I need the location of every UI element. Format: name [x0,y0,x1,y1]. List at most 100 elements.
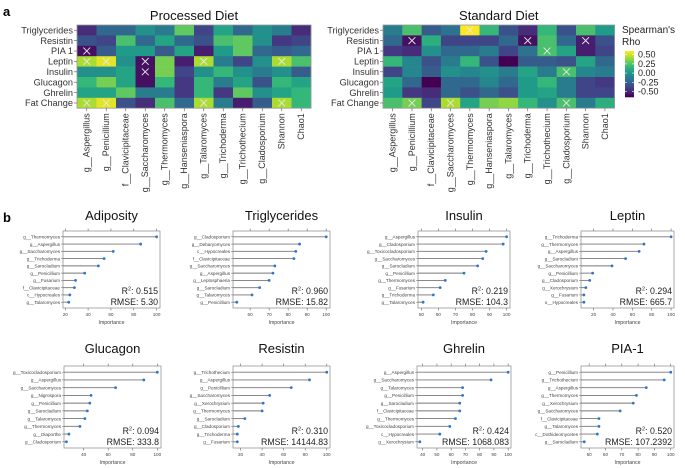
r-squared-value: : 0.294 [645,286,672,296]
heatmap-cell [421,25,442,36]
feature-label: c__Hypocreales [197,249,231,254]
x-axis-label: Importance [99,320,125,326]
r-squared-symbol: R [122,286,128,296]
heatmap-cell [421,87,442,99]
rmse-value: 5.30 [141,297,158,307]
colorbar-segment [625,67,634,69]
heatmap-cell [595,56,615,67]
heatmap-col-label: g__Trichoderma [523,113,533,178]
colorbar-segment [625,55,634,58]
r-squared-annotation: R2: 0.515 [122,286,158,296]
heatmap-cell [155,25,175,36]
heatmap-col-label: g__Trichoderma [218,113,228,178]
heatmap-cell [194,25,214,36]
colorbar-segment [625,77,634,79]
colorbar-segment [625,72,634,75]
feature-label: g__Trichoderma [27,256,61,261]
significance-mark [200,57,208,66]
heatmap-cell [556,35,577,47]
heatmap-cell [155,66,175,78]
colorbar-segment [625,56,634,59]
heatmap-cell [96,77,117,88]
heatmap-row-label: PIA 1 [357,46,379,56]
feature-label: g__Penicillium [548,370,578,375]
heatmap-col-label: g__Penicillium [101,113,111,171]
heatmap-cell [479,66,500,78]
heatmap-cell [116,77,136,88]
heatmap-cell [383,45,403,57]
heatmap-cell [440,35,461,47]
heatmap-cell [96,66,117,78]
heatmap-cell [155,97,175,109]
heatmap-cell [194,77,214,88]
feature-label: g__Sarocladium [545,256,578,261]
heatmap-cell [595,45,615,57]
importance-chart-triglycerides: Triglycerides 60 70 80 90 100 Importance g__Cla… [190,208,331,326]
heatmap-cell [135,77,156,88]
lollipop-point [271,271,275,275]
heatmap-cell [460,56,480,67]
lollipop-point [67,300,71,304]
heatmap-cell [402,45,422,57]
heatmap-cell [460,66,480,78]
x-tick-label: 40 [260,452,266,457]
heatmap-cell [479,35,500,47]
x-tick-label: 60 [630,312,636,317]
r-squared-symbol: R [636,286,642,296]
heatmap-cell [194,45,214,57]
heatmap-cell [421,35,442,47]
feature-label: f__Clavicipitaceae [193,256,231,261]
heatmap-cell [537,77,557,88]
feature-label: g__Fusarium [33,278,60,283]
heatmap-row-label: Ghrelin [43,88,73,98]
heatmap-cell [116,97,136,109]
lollipop-point [268,393,272,397]
feature-label: g__Saccharomyces [538,409,579,414]
feature-label: g__Saccharomyces [375,256,416,261]
lollipop-point [298,242,301,246]
heatmap-cell [155,56,175,67]
panel-label-b: b [3,210,11,225]
lollipop-point [111,249,115,253]
feature-label: g__Penicillium [200,385,230,390]
colorbar-segment [625,85,634,87]
r-squared-value: : 0.219 [481,286,508,296]
lollipop-point [584,286,588,290]
heatmap-cell [252,97,273,109]
heatmap-col-label: Shannon [581,113,591,149]
heatmap-cell [576,45,596,57]
feature-label: g__Talaromyces [28,416,62,421]
x-tick-label: 80 [477,452,483,457]
feature-label: g__Thermomyces [541,242,578,247]
feature-label: g__Xerochrysium [542,285,578,290]
feature-label: g__Talaromyces [27,300,61,305]
heatmap-cell [213,35,234,47]
rmse-label: RMSE: [261,437,291,447]
feature-label: g__Xerochrysium [378,440,414,445]
colorbar-segment [625,75,634,77]
lollipop-point [644,386,648,390]
heatmap-cell [479,25,500,36]
feature-label: g__Saccharomyces [374,378,415,383]
heatmap-cell [213,87,234,99]
feature-label: g__Thermomyces [541,393,578,398]
feature-label: g__Thermomyces [193,409,230,414]
colorbar-segment [625,51,634,53]
heatmap-cell [383,25,403,36]
feature-label: g__Toxicocladosporium [13,370,61,375]
heatmap-cell [291,77,312,88]
feature-label: g__Cladosporium [194,235,230,240]
heatmap-cell [518,66,538,78]
lollipop-point [582,293,586,297]
lollipop-point [235,300,239,304]
lollipop-point [582,300,586,304]
heatmap-cell [498,35,519,47]
x-tick-label: 40 [610,312,616,317]
heatmap-cell [421,45,442,57]
heatmap-cell [595,97,615,109]
rmse-label: RMSE: [442,437,472,447]
heatmap-cell [174,77,195,88]
heatmap-cell [576,97,596,109]
lollipop-point [74,278,77,282]
x-tick-label: 60 [248,312,254,317]
